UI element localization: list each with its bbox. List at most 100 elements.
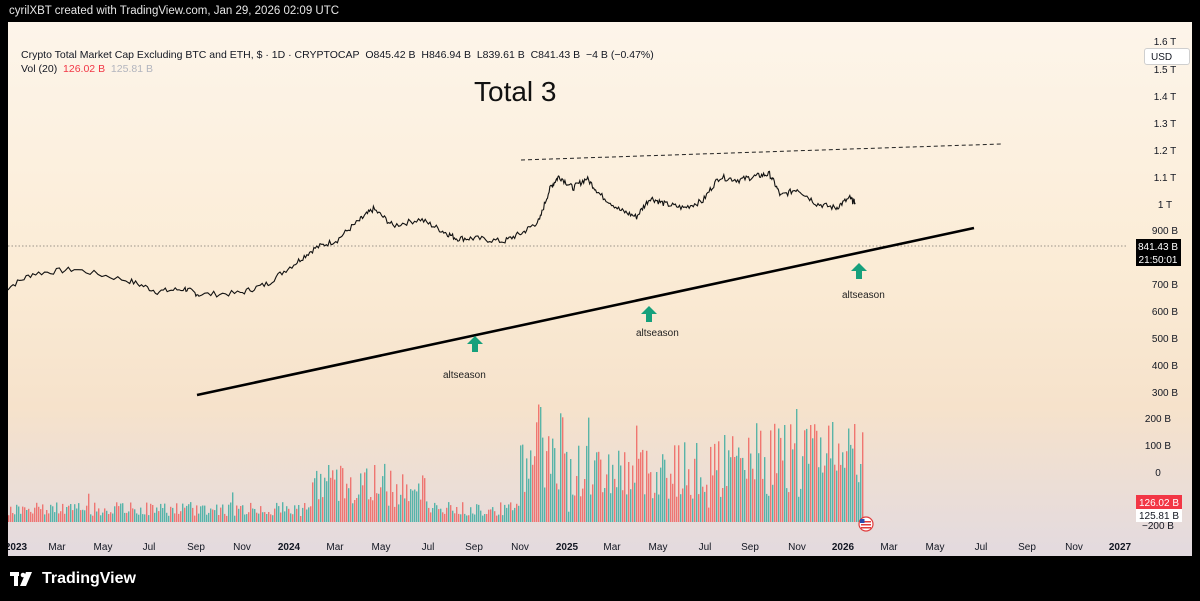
- volume-bar: [528, 478, 530, 522]
- volume-bar: [796, 409, 798, 522]
- flag-icon[interactable]: [858, 516, 874, 532]
- volume-bar: [220, 507, 222, 522]
- volume-legend[interactable]: Vol (20) 126.02 B 125.81 B: [21, 63, 153, 75]
- volume-bar: [320, 473, 322, 522]
- volume-bar: [638, 458, 640, 522]
- volume-bar: [656, 472, 658, 522]
- volume-bar: [538, 404, 540, 522]
- volume-bar: [104, 508, 106, 522]
- symbol-legend[interactable]: Crypto Total Market Cap Excluding BTC an…: [21, 49, 654, 61]
- chart-area[interactable]: Total 3 altseason altseason altseason 1.…: [8, 22, 1192, 556]
- volume-bar: [472, 513, 474, 522]
- volume-bar: [574, 495, 576, 522]
- volume-bar: [694, 458, 696, 522]
- volume-bar: [398, 504, 400, 522]
- volume-bar: [654, 492, 656, 522]
- volume-bar: [314, 478, 316, 522]
- volume-bar: [20, 513, 22, 522]
- volume-bar: [586, 445, 588, 522]
- volume-bar: [784, 425, 786, 522]
- volume-bar: [80, 510, 82, 522]
- volume-bar: [262, 512, 264, 522]
- volume-bar: [302, 507, 304, 522]
- resistance-trendline: [520, 143, 1002, 161]
- volume-bar: [48, 513, 50, 522]
- time-tick-label: Jul: [975, 542, 988, 553]
- chart-svg[interactable]: Total 3 altseason altseason altseason 1.…: [8, 22, 1192, 556]
- volume-bar: [860, 464, 862, 522]
- volume-bar: [300, 516, 302, 522]
- volume-bar: [310, 506, 312, 522]
- volume-bar: [174, 513, 176, 522]
- volume-bar: [70, 504, 72, 522]
- volume-bar: [166, 512, 168, 522]
- volume-bar: [430, 512, 432, 522]
- altseason-label-2: altseason: [636, 328, 679, 339]
- volume-bar: [712, 475, 714, 522]
- volume-bar: [842, 452, 844, 522]
- time-axis[interactable]: 2023 Mar May Jul Sep Nov 2024 Mar May Jul Sep Nov 20…: [8, 542, 1132, 553]
- time-tick-label: Sep: [741, 542, 759, 553]
- tradingview-logo[interactable]: TradingView: [10, 570, 136, 588]
- volume-bar: [72, 510, 74, 522]
- volume-bar: [68, 505, 70, 522]
- volume-bar: [454, 513, 456, 522]
- volume-bar: [726, 486, 728, 522]
- volume-bar: [328, 465, 330, 522]
- volume-bar: [412, 490, 414, 522]
- volume-bar: [728, 450, 730, 522]
- volume-bar: [814, 424, 816, 522]
- volume-bar: [82, 509, 84, 522]
- volume-bar: [290, 513, 292, 522]
- volume-bar: [306, 509, 308, 522]
- volume-bar: [350, 477, 352, 522]
- volume-bar: [698, 494, 700, 522]
- altseason-marker-3: altseason: [842, 263, 885, 301]
- volume-bar: [170, 506, 172, 522]
- time-tick-label: Nov: [1065, 542, 1083, 553]
- volume-bar: [770, 430, 772, 522]
- volume-bar: [364, 472, 366, 522]
- volume-bar: [148, 515, 150, 522]
- volume-bar: [576, 476, 578, 522]
- volume-bar: [136, 513, 138, 522]
- currency-button[interactable]: USD: [1144, 48, 1190, 65]
- volume-bar: [114, 506, 116, 522]
- volume-bar: [746, 478, 748, 522]
- volume-bar: [836, 470, 838, 522]
- volume-bar: [650, 472, 652, 522]
- volume-bar: [662, 454, 664, 522]
- volume-bar: [434, 502, 436, 522]
- volume-bar: [604, 488, 606, 522]
- volume-bar: [558, 489, 560, 522]
- volume-bar: [630, 489, 632, 522]
- time-tick-label: Mar: [603, 542, 621, 553]
- volume-bar: [628, 462, 630, 522]
- volume-bar: [764, 457, 766, 522]
- volume-bar: [338, 500, 340, 522]
- volume-bar: [102, 512, 104, 522]
- volume-bar: [268, 512, 270, 522]
- volume-bar: [464, 513, 466, 522]
- volume-bar: [676, 496, 678, 522]
- volume-bar: [84, 510, 86, 522]
- volume-bar: [56, 502, 58, 522]
- ohlc-change: −4 B (−0.47%): [586, 49, 654, 61]
- volume-bar: [194, 515, 196, 522]
- ohlc-close: C841.43 B: [530, 49, 581, 61]
- volume-bar: [260, 506, 262, 522]
- volume-bar: [242, 505, 244, 522]
- time-tick-label: Jul: [422, 542, 435, 553]
- volume-bar: [862, 432, 864, 522]
- volume-ma-badge: 125.81 B: [1139, 511, 1179, 522]
- volume-bar: [536, 422, 538, 522]
- volume-bar: [376, 493, 378, 522]
- volume-bar: [476, 504, 478, 522]
- volume-bar: [248, 512, 250, 522]
- volume-bar: [716, 470, 718, 522]
- volume-bar: [526, 458, 528, 522]
- volume-bar: [224, 513, 226, 522]
- volume-bar: [32, 513, 34, 522]
- price-tick-label: 1.5 T: [1154, 65, 1177, 76]
